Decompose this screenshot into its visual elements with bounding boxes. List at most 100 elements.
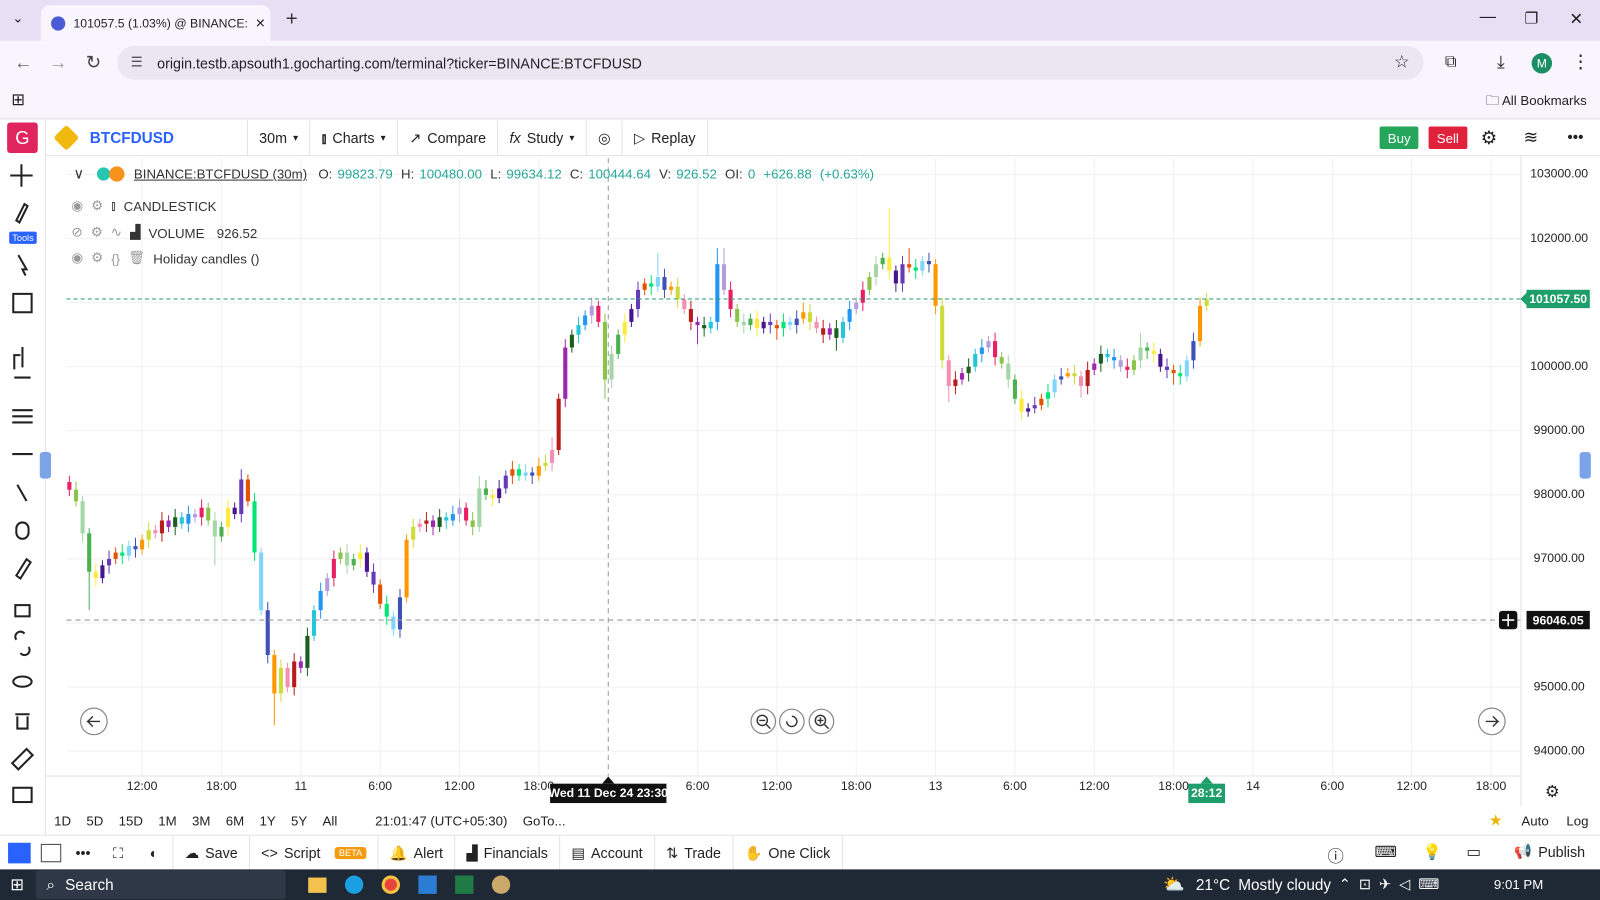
range-button[interactable]: 6M <box>225 813 245 829</box>
axis-settings[interactable]: ⚙ <box>1544 783 1560 802</box>
compare-button[interactable]: ↗ Compare <box>398 120 497 155</box>
layout-more[interactable]: ••• <box>75 844 91 862</box>
close-window[interactable]: ✕ <box>1569 11 1584 29</box>
forward[interactable]: → <box>48 52 68 73</box>
video[interactable]: ▭ <box>1466 843 1481 862</box>
shape-tool[interactable] <box>12 292 33 314</box>
fullscreen[interactable]: ⛶ <box>112 844 123 861</box>
apps[interactable]: ⊞ <box>11 91 25 110</box>
maximize[interactable]: ❐ <box>1524 10 1539 28</box>
range-button[interactable]: 3M <box>192 813 211 829</box>
gear[interactable]: ⚙ <box>91 197 104 214</box>
ruler-tool[interactable] <box>10 747 35 771</box>
address-bar[interactable] <box>117 45 1424 80</box>
pen-tool[interactable] <box>15 202 29 224</box>
range-button[interactable]: 5D <box>86 813 104 829</box>
screen-tool[interactable] <box>12 786 33 804</box>
new-tab[interactable]: + <box>285 8 298 31</box>
crosshair-tool[interactable] <box>10 164 33 187</box>
footer-button[interactable]: ✋ One Click <box>733 835 843 871</box>
start[interactable]: ⊞ <box>10 876 24 894</box>
legend-symbol[interactable]: BINANCE:BTCFDUSD (30m) <box>133 166 308 182</box>
script-button[interactable]: <> Script BETA <box>250 836 378 871</box>
range-button[interactable]: 15D <box>118 813 143 829</box>
reload[interactable]: ↻ <box>85 52 102 73</box>
more[interactable]: ••• <box>1567 128 1584 146</box>
snapshot-button[interactable]: ◎ <box>587 120 622 155</box>
visibility-tool[interactable] <box>12 675 33 688</box>
vscode[interactable] <box>418 875 438 894</box>
footer-button[interactable]: ▤ Account <box>560 835 655 871</box>
search-box[interactable]: ⌕ Search <box>36 870 287 899</box>
sell-button[interactable]: Sell <box>1428 126 1468 149</box>
eye[interactable]: ◉ <box>71 250 84 266</box>
reset-zoom[interactable] <box>778 708 805 735</box>
site-info[interactable]: ☰ <box>130 54 143 70</box>
zoom-out[interactable] <box>750 708 777 735</box>
footer-button[interactable]: 🔔 Alert <box>378 835 456 871</box>
ideas[interactable]: 💡 <box>1422 843 1442 862</box>
keyboard[interactable]: ⌨ <box>1374 843 1397 862</box>
downloads[interactable]: ⤓ <box>1496 52 1505 72</box>
range-button[interactable]: 5Y <box>291 813 308 829</box>
explorer[interactable] <box>308 877 327 893</box>
left-collapse[interactable] <box>39 452 52 479</box>
save-button[interactable]: ☁ Save <box>184 844 238 862</box>
lock-tool[interactable] <box>14 604 31 618</box>
buy-button[interactable]: Buy <box>1379 126 1419 149</box>
settings[interactable]: ⚙ <box>1480 127 1498 148</box>
browser-menu[interactable]: ⋮ <box>1571 51 1590 72</box>
profile[interactable]: M <box>1531 53 1553 74</box>
log-scale[interactable]: Log <box>1566 813 1589 829</box>
theme[interactable]: ◐ <box>149 844 159 862</box>
layers[interactable]: ≋ <box>1523 127 1539 147</box>
eye[interactable]: ◉ <box>71 197 84 214</box>
layout-single[interactable] <box>8 842 31 864</box>
range-button[interactable]: 1D <box>54 813 72 829</box>
collapse-chevron[interactable]: ∨ <box>73 165 84 182</box>
bookmarks-folder[interactable]: 🗀 All Bookmarks <box>1485 92 1587 109</box>
help[interactable]: ⓘ <box>1327 848 1344 867</box>
cursor-tool[interactable] <box>17 254 29 276</box>
edge[interactable] <box>345 875 364 894</box>
minimize[interactable]: — <box>1479 8 1496 26</box>
zoom-in[interactable] <box>808 708 835 735</box>
tab-menu[interactable]: ⌄ <box>12 10 24 26</box>
magnet-tool[interactable] <box>15 521 30 540</box>
layout-split[interactable] <box>40 843 62 863</box>
trend-tool[interactable] <box>16 484 28 502</box>
pattern-tool[interactable] <box>12 409 33 424</box>
auto-scale[interactable]: Auto <box>1521 813 1549 829</box>
bookmark-star[interactable]: ☆ <box>1393 52 1410 72</box>
footer-button[interactable]: ▟ Financials <box>455 835 561 871</box>
charts-button[interactable]: ⫾ Charts ▾ <box>310 120 396 155</box>
gear[interactable]: ⚙ <box>90 224 103 240</box>
interval-button[interactable]: 30m ▾ <box>248 120 309 155</box>
back[interactable]: ← <box>14 52 33 73</box>
eye[interactable]: ⊘ <box>71 224 83 240</box>
trash-tool[interactable] <box>15 713 30 730</box>
publish-button[interactable]: 📢 Publish <box>1514 842 1586 860</box>
url[interactable]: origin.testb.apsouth1.gocharting.com/ter… <box>157 55 642 72</box>
tab-close[interactable]: ✕ <box>255 15 266 31</box>
range-button[interactable]: 1M <box>158 813 177 829</box>
range-button[interactable]: All <box>322 813 338 829</box>
footer-button[interactable]: ⇅ Trade <box>655 835 734 871</box>
chrome[interactable] <box>382 875 401 894</box>
app[interactable] <box>492 875 511 894</box>
fib-tool[interactable] <box>13 346 31 379</box>
symbol-button[interactable]: BTCFDUSD <box>46 120 247 155</box>
replay-button[interactable]: ▷ Replay <box>623 120 707 155</box>
favorite[interactable]: ★ <box>1488 812 1503 830</box>
study-button[interactable]: fx Study ▾ <box>498 120 585 155</box>
link-tool[interactable] <box>14 630 31 657</box>
logo[interactable]: G <box>7 122 38 154</box>
goto[interactable]: GoTo... <box>522 813 566 829</box>
brush-tool[interactable] <box>14 557 32 581</box>
right-collapse[interactable] <box>1579 452 1591 479</box>
range-button[interactable]: 1Y <box>259 813 276 829</box>
gear[interactable]: ⚙ <box>91 250 104 266</box>
browser-tab[interactable]: 101057.5 (1.03%) @ BINANCE:B ✕ <box>40 5 271 41</box>
excel[interactable] <box>455 875 474 894</box>
extensions[interactable]: ⧉ <box>1444 53 1457 71</box>
